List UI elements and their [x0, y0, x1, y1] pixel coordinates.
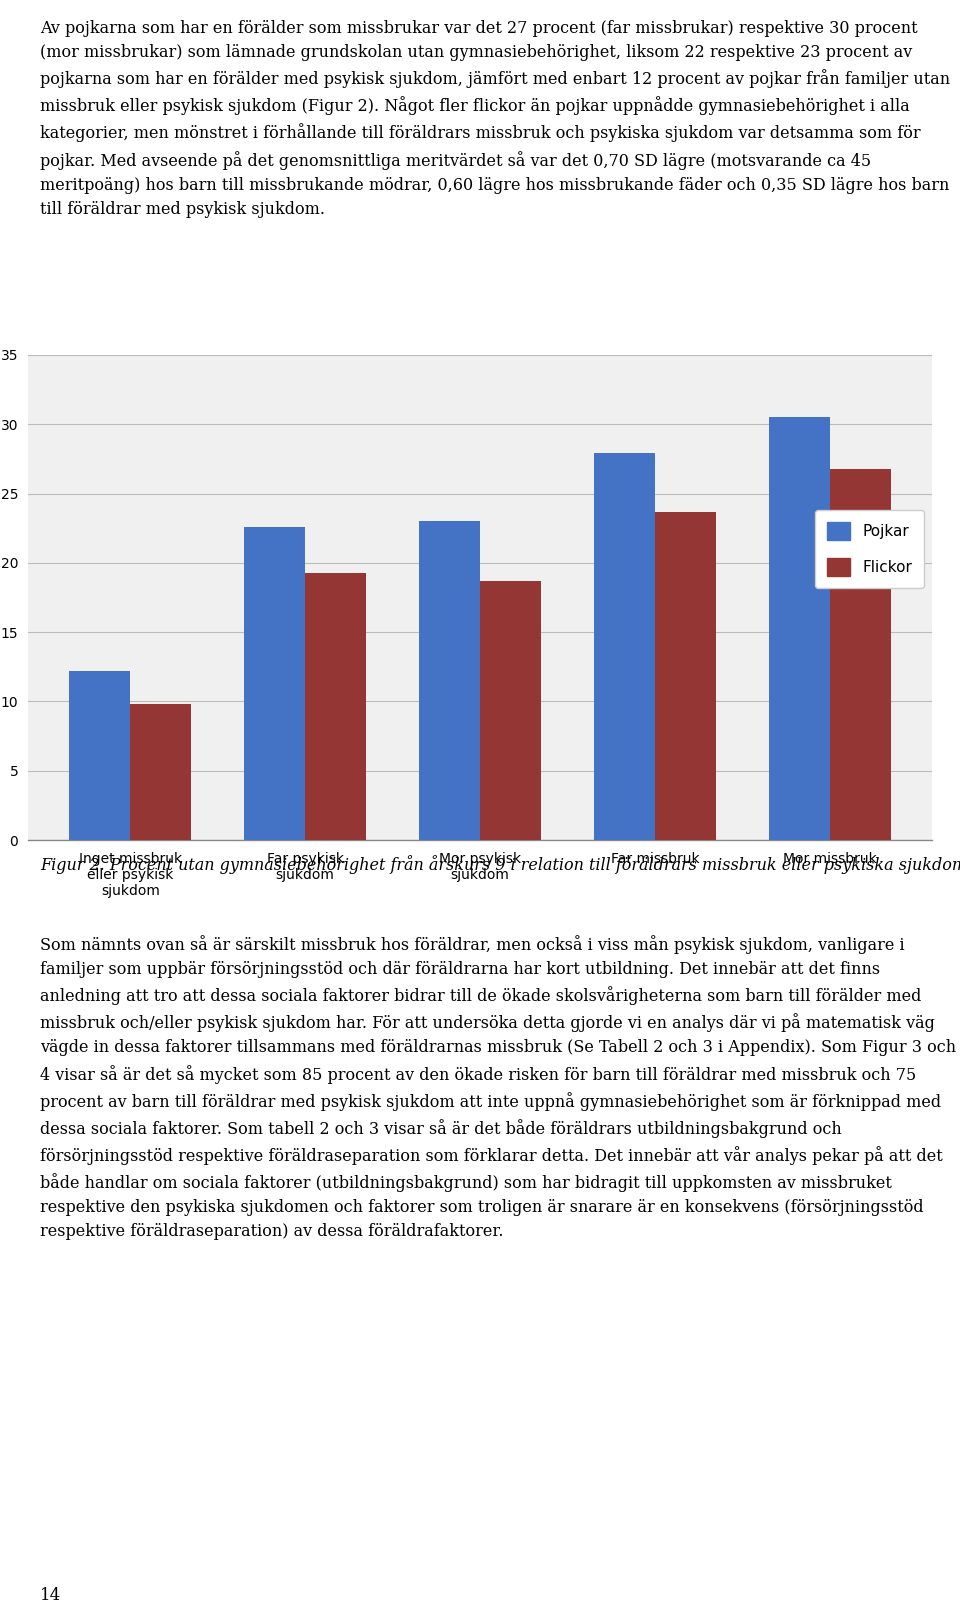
- Bar: [480, 580, 541, 840]
- Text: Figur 2. Procent utan gymnasiebehörighet från årskurs 9 i relation till föräldra: Figur 2. Procent utan gymnasiebehörighet…: [40, 854, 960, 874]
- Bar: [655, 512, 716, 840]
- Bar: [829, 468, 891, 840]
- Bar: [131, 704, 191, 840]
- Bar: [419, 522, 480, 840]
- Bar: [305, 572, 367, 840]
- Text: Som nämnts ovan så är särskilt missbruk hos föräldrar, men också i viss mån psyk: Som nämnts ovan så är särskilt missbruk …: [40, 935, 956, 1240]
- Legend: Pojkar, Flickor: Pojkar, Flickor: [815, 511, 924, 588]
- Bar: [593, 454, 655, 840]
- Bar: [244, 527, 305, 840]
- Bar: [769, 417, 829, 840]
- Text: Av pojkarna som har en förälder som missbrukar var det 27 procent (far missbruka: Av pojkarna som har en förälder som miss…: [40, 19, 950, 217]
- Bar: [69, 671, 131, 840]
- Text: 14: 14: [40, 1587, 61, 1605]
